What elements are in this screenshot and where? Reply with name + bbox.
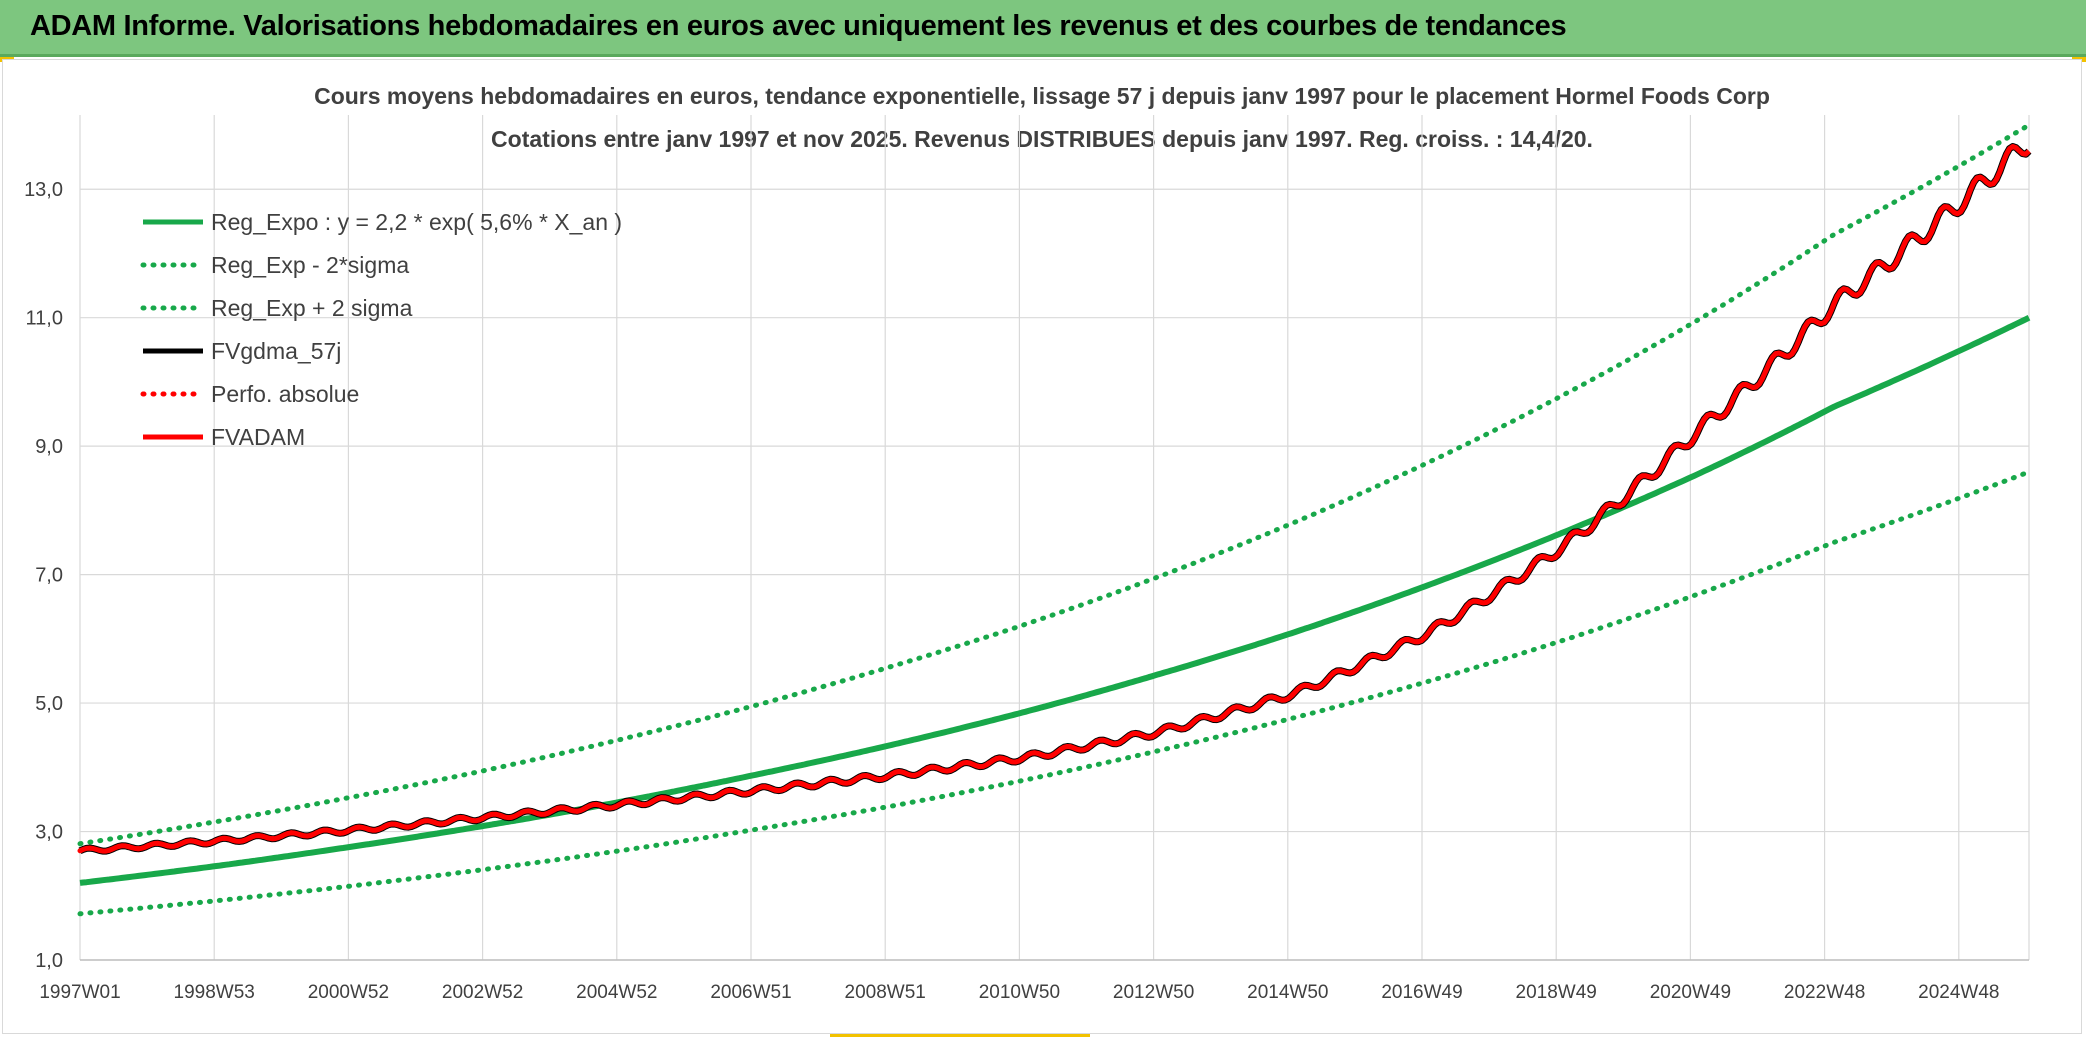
legend-label: Reg_Exp - 2*sigma <box>211 252 409 278</box>
x-axis: 1997W01 1998W53 2000W52 2002W52 2004W52 2006W… <box>39 959 2029 1003</box>
report-title: ADAM Informe. Valorisations hebdomadaire… <box>30 10 1567 42</box>
legend-label: FVgdma_57j <box>211 338 341 364</box>
y-tick-label: 11,0 <box>26 308 63 330</box>
x-tick-label: 2014W50 <box>1247 982 1328 1003</box>
series-line-5 <box>78 144 2031 854</box>
x-tick-label: 2004W52 <box>576 982 657 1003</box>
x-tick-label: 2008W51 <box>845 982 926 1003</box>
y-tick-label: 5,0 <box>35 693 63 715</box>
chart-frame: Cours moyens hebdomadaires en euros, ten… <box>2 59 2082 1034</box>
report-banner: ADAM Informe. Valorisations hebdomadaire… <box>0 0 2086 57</box>
chart-title: Cours moyens hebdomadaires en euros, ten… <box>314 83 1770 109</box>
y-axis: 1,0 3,0 5,0 7,0 9,0 11,0 13,0 <box>24 179 63 972</box>
x-tick-label: 2002W52 <box>442 982 523 1003</box>
x-tick-label: 2012W50 <box>1113 982 1194 1003</box>
y-tick-label: 3,0 <box>35 822 63 844</box>
grid <box>79 115 2030 961</box>
legend-label: FVADAM <box>211 424 305 450</box>
corner-mark-bottom <box>830 1033 1090 1037</box>
series-line-0 <box>79 315 2031 886</box>
legend-label: Reg_Exp + 2 sigma <box>211 295 413 321</box>
x-tick-label: 2010W50 <box>979 982 1060 1003</box>
x-tick-label: 2020W49 <box>1650 982 1731 1003</box>
x-tick-label: 1998W53 <box>174 982 255 1003</box>
legend-label: Reg_Expo : y = 2,2 * exp( 5,6% * X_an ) <box>211 209 622 235</box>
y-tick-label: 1,0 <box>35 950 63 972</box>
y-tick-label: 13,0 <box>24 179 63 201</box>
x-tick-label: 2006W51 <box>710 982 791 1003</box>
chart-subtitle: Cotations entre janv 1997 et nov 2025. R… <box>491 126 1593 152</box>
series-line-1 <box>77 469 2032 917</box>
valuation-chart: Cours moyens hebdomadaires en euros, ten… <box>24 83 2032 1003</box>
plot-area <box>77 122 2032 917</box>
y-tick-label: 9,0 <box>35 436 63 458</box>
legend-label: Perfo. absolue <box>211 381 359 407</box>
x-tick-label: 2018W49 <box>1516 982 1597 1003</box>
x-tick-label: 2000W52 <box>308 982 389 1003</box>
y-tick-label: 7,0 <box>35 565 63 587</box>
x-tick-label: 1997W01 <box>39 982 120 1003</box>
x-tick-label: 2016W49 <box>1381 982 1462 1003</box>
x-tick-label: 2022W48 <box>1784 982 1865 1003</box>
legend: Reg_Expo : y = 2,2 * exp( 5,6% * X_an ) R… <box>140 209 622 450</box>
x-tick-label: 2024W48 <box>1918 982 1999 1003</box>
series-line-2 <box>77 122 2032 847</box>
